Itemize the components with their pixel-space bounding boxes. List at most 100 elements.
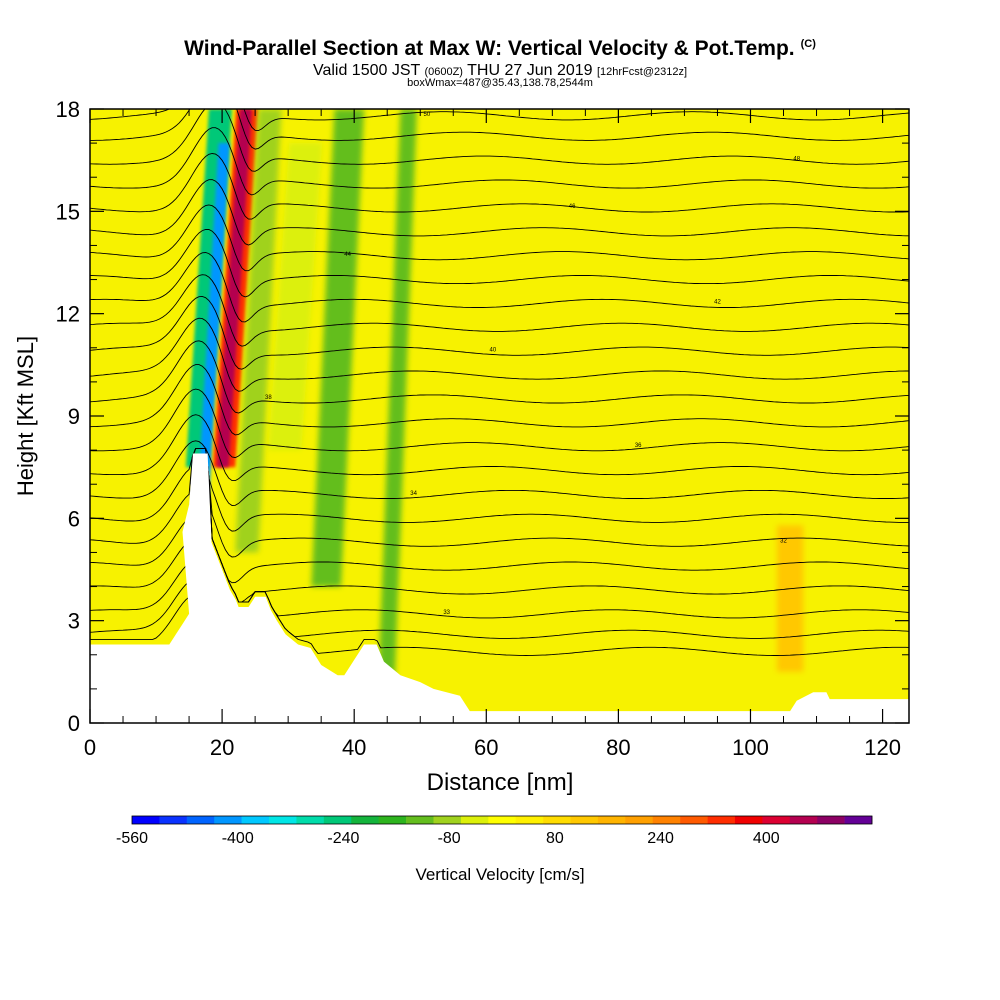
valid-date: THU 27 Jun 2019	[467, 62, 593, 79]
isentrope-label: 33	[443, 610, 450, 616]
colorbar-tick-label: 400	[753, 830, 780, 847]
plot-area: 333332343638404244464850	[90, 109, 909, 723]
colorbar-swatch	[625, 816, 654, 824]
colorbar-label: Vertical Velocity [cm/s]	[415, 865, 584, 884]
y-tick-label: 15	[56, 199, 80, 224]
colorbar-swatch	[570, 816, 599, 824]
y-tick-label: 12	[56, 302, 80, 327]
isentrope-label: 40	[490, 347, 497, 353]
colorbar-swatch	[186, 816, 215, 824]
colorbar-swatch	[241, 816, 270, 824]
colorbar-swatch	[817, 816, 845, 824]
isentrope-label: 36	[635, 443, 642, 449]
colorbar-tick-label: -560	[116, 830, 148, 847]
colorbar-swatch	[543, 816, 571, 824]
isentrope-line	[90, 179, 909, 246]
y-tick-label: 0	[68, 711, 80, 736]
isentrope-label: 50	[424, 112, 431, 118]
colorbar-swatch	[214, 816, 242, 824]
x-tick-label: 100	[732, 735, 769, 760]
isentrope-line	[90, 340, 909, 414]
isentrope-label: 48	[793, 156, 800, 162]
y-axis-label: Height [Kft MSL]	[13, 336, 38, 496]
chart-title: Wind-Parallel Section at Max W: Vertical…	[0, 37, 1000, 61]
chart-subtitle: Valid 1500 JST (0600Z) THU 27 Jun 2019 […	[0, 62, 1000, 80]
colorbar-swatch	[132, 816, 160, 824]
colorbar-tick-label: -400	[222, 830, 254, 847]
x-tick-label: 60	[474, 735, 498, 760]
colorbar-swatch	[460, 816, 489, 824]
x-axis-label: Distance [nm]	[427, 769, 574, 796]
colorbar-swatch	[707, 816, 736, 824]
isentrope-line	[90, 440, 909, 506]
title-text: Wind-Parallel Section at Max W: Vertical…	[184, 37, 795, 60]
isentrope-label: 46	[569, 204, 576, 210]
isentrope-label: 32	[780, 539, 787, 545]
isentrope-line	[90, 228, 909, 298]
colorbar-swatch	[597, 816, 626, 824]
isentrope-line	[90, 317, 909, 392]
colorbar-swatch	[296, 816, 325, 824]
valid-prefix: Valid 1500 JST	[312, 62, 420, 79]
colorbar-swatch	[844, 816, 873, 824]
isentrope-line	[90, 109, 909, 150]
x-tick-label: 120	[864, 735, 901, 760]
isentrope-line	[90, 414, 909, 482]
colorbar-swatch	[269, 816, 297, 824]
colorbar-swatch	[515, 816, 544, 824]
isentrope-label: 38	[265, 395, 272, 401]
isentrope-label: 34	[410, 491, 417, 497]
isentrope-line	[90, 295, 909, 370]
y-tick-label: 18	[56, 97, 80, 122]
isentrope-label: 42	[714, 300, 721, 306]
terrain	[90, 453, 909, 723]
colorbar-swatch	[680, 816, 708, 824]
valid-utc: (0600Z)	[424, 66, 463, 78]
colorbar-swatch	[323, 816, 352, 824]
x-tick-label: 40	[342, 735, 366, 760]
velocity-cell	[216, 109, 252, 468]
colorbar-swatch	[433, 816, 462, 824]
x-axis: 0 20 40 60 80 100 120	[84, 109, 901, 760]
colorbar-tick-label: -80	[438, 830, 461, 847]
colorbar-tick-label: -240	[327, 830, 359, 847]
y-tick-label: 6	[68, 506, 80, 531]
isentrope-line	[90, 447, 909, 532]
isentrope-line	[90, 153, 909, 220]
isentrope-line	[90, 109, 909, 172]
forecast-info: [12hrFcst@2312z]	[596, 66, 688, 78]
isentrope-line	[90, 204, 909, 272]
x-tick-label: 80	[606, 735, 630, 760]
isentrope-line	[90, 274, 909, 347]
y-tick-label: 3	[68, 609, 80, 634]
isentrope-line	[90, 447, 909, 558]
isentrope-line	[90, 252, 909, 323]
velocity-cell	[235, 109, 282, 553]
velocity-cell	[311, 109, 365, 587]
potential-temperature-contours: 333332343638404244464850	[90, 109, 909, 656]
colorbar-swatch	[351, 816, 379, 824]
velocity-cell	[268, 143, 323, 451]
x-tick-label: 20	[210, 735, 234, 760]
isentrope-line	[90, 364, 909, 436]
isentrope-line	[90, 109, 909, 132]
colorbar: -560 -400 -240 -80 80 240 400	[116, 815, 873, 847]
isentrope-label: 44	[344, 252, 351, 258]
velocity-cell	[197, 143, 230, 498]
colorbar-swatch	[762, 816, 791, 824]
velocity-cells	[185, 109, 804, 706]
y-tick-label: 9	[68, 404, 80, 429]
colorbar-swatch	[652, 816, 681, 824]
isentrope-line	[90, 127, 909, 196]
isentrope-line	[90, 447, 909, 584]
colorbar-tick-label: 240	[647, 830, 674, 847]
colorbar-swatch	[406, 816, 434, 824]
colorbar-swatch	[789, 816, 818, 824]
colorbar-swatch	[734, 816, 763, 824]
colorbar-swatch	[159, 816, 188, 824]
isentrope-line	[90, 388, 909, 459]
x-tick-label: 0	[84, 735, 96, 760]
title-tag: (C)	[800, 38, 816, 50]
